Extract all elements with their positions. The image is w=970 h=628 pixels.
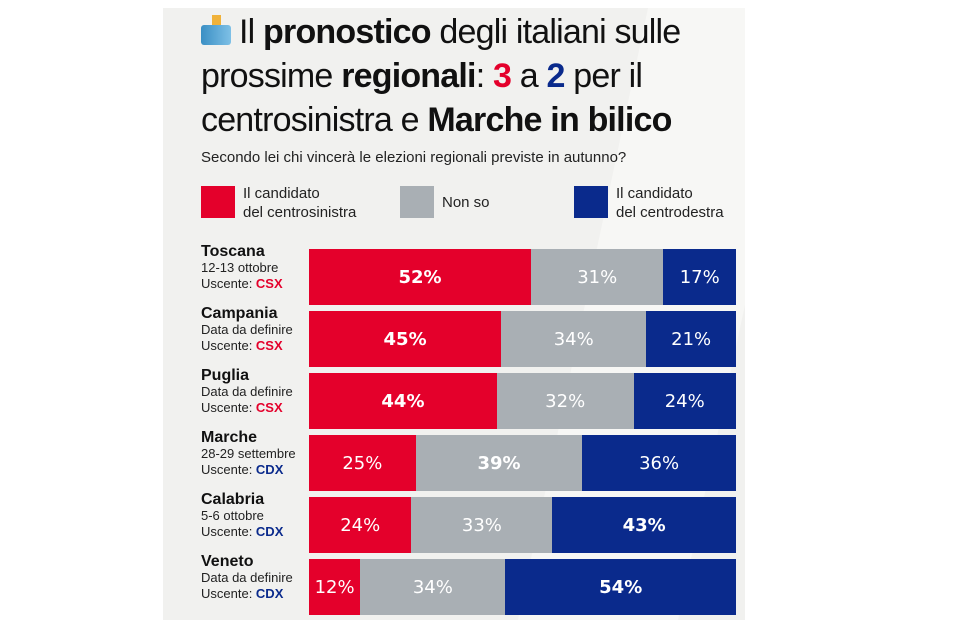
incumbent-line: Uscente: CDX	[201, 524, 283, 540]
incumbent-line: Uscente: CSX	[201, 338, 293, 354]
incumbent-label: Uscente:	[201, 338, 256, 353]
bar-nonso-veneto: 34%	[360, 559, 506, 615]
incumbent-value: CDX	[255, 524, 284, 539]
title-part: :	[475, 57, 493, 95]
region-name: Toscana	[201, 243, 265, 260]
bar-cdx-calabria: 43%	[552, 497, 736, 553]
data-label: 34%	[412, 576, 453, 598]
bar-csx-puglia: 44%	[309, 373, 497, 429]
data-label: 36%	[639, 452, 680, 474]
region-name: Calabria	[201, 491, 265, 508]
data-label: 25%	[342, 452, 383, 474]
survey-question: Secondo lei chi vincerà le elezioni regi…	[201, 149, 627, 166]
bar-cdx-campania: 21%	[646, 311, 736, 367]
bar-nonso-puglia: 32%	[496, 373, 634, 429]
data-label: 21%	[671, 328, 712, 350]
election-date: 28-29 settembre	[201, 446, 296, 461]
bar-csx-veneto: 12%	[309, 559, 361, 615]
data-label: 24%	[664, 390, 705, 412]
bar-csx-campania: 45%	[309, 311, 502, 367]
incumbent-line: Uscente: CSX	[201, 400, 293, 416]
election-date: Data da definire	[201, 322, 293, 337]
data-label: 24%	[340, 514, 381, 536]
incumbent-label: Uscente:	[201, 462, 256, 477]
election-date: Data da definire	[201, 384, 293, 399]
incumbent-line: Uscente: CSX	[201, 276, 283, 292]
data-label: 44%	[381, 390, 425, 412]
title-part: per il centrosinistra e	[201, 57, 643, 139]
data-label: 52%	[398, 266, 442, 288]
election-date: 5-6 ottobre	[201, 508, 264, 523]
data-label: 12%	[314, 576, 355, 598]
data-label: 32%	[545, 390, 586, 412]
data-label: 33%	[461, 514, 502, 536]
region-name: Veneto	[201, 553, 254, 570]
incumbent-label: Uscente:	[201, 586, 256, 601]
legend-swatch	[400, 186, 434, 218]
title-part: 3	[492, 57, 512, 95]
bar-nonso-marche: 39%	[415, 435, 583, 491]
data-label: 54%	[599, 576, 643, 598]
legend-line: Non so	[442, 194, 490, 211]
incumbent-line: Uscente: CDX	[201, 462, 296, 478]
bar-nonso-calabria: 33%	[411, 497, 553, 553]
incumbent-label: Uscente:	[201, 524, 256, 539]
bar-csx-toscana: 52%	[309, 249, 532, 305]
bar-cdx-puglia: 24%	[633, 373, 736, 429]
legend-line: Il candidato	[243, 185, 320, 202]
legend-label: Il candidato del centrosinistra	[243, 184, 356, 222]
region-name: Marche	[201, 429, 258, 446]
region-name: Campania	[201, 305, 278, 322]
region-label: Calabria 5-6 ottobre Uscente: CDX	[201, 491, 283, 540]
legend-label: Il candidato del centrodestra	[616, 184, 724, 222]
data-label: 43%	[622, 514, 666, 536]
region-label: Puglia Data da definire Uscente: CSX	[201, 367, 293, 416]
data-label: 39%	[477, 452, 521, 474]
incumbent-value: CSX	[255, 338, 283, 353]
incumbent-value: CDX	[255, 462, 284, 477]
title-part: 2	[546, 57, 566, 95]
bar-cdx-veneto: 54%	[505, 559, 736, 615]
ballot-box-icon	[201, 15, 231, 45]
title-part: Il	[239, 13, 264, 51]
incumbent-label: Uscente:	[201, 400, 256, 415]
incumbent-line: Uscente: CDX	[201, 586, 293, 602]
bar-cdx-marche: 36%	[582, 435, 736, 491]
bar-csx-marche: 25%	[309, 435, 416, 491]
incumbent-value: CDX	[255, 586, 284, 601]
bar-nonso-toscana: 31%	[531, 249, 664, 305]
bar-cdx-toscana: 17%	[663, 249, 736, 305]
region-label: Veneto Data da definire Uscente: CDX	[201, 553, 293, 602]
incumbent-value: CSX	[255, 400, 283, 415]
title-part: pronostico	[263, 13, 431, 51]
region-name: Puglia	[201, 367, 250, 384]
infographic-card: Il pronostico degli italiani sulle pross…	[163, 8, 745, 620]
legend-label: Non so	[442, 193, 490, 212]
data-label: 45%	[383, 328, 427, 350]
region-label: Toscana 12-13 ottobre Uscente: CSX	[201, 243, 283, 292]
page-title: Il pronostico degli italiani sulle pross…	[201, 10, 745, 142]
data-label: 17%	[679, 266, 720, 288]
election-date: 12-13 ottobre	[201, 260, 279, 275]
legend-line: Il candidato	[616, 185, 693, 202]
data-label: 34%	[553, 328, 594, 350]
data-label: 31%	[577, 266, 618, 288]
legend-line: del centrodestra	[616, 204, 724, 221]
legend-line: del centrosinistra	[243, 204, 357, 221]
title-part: Marche in bilico	[427, 101, 672, 139]
legend-swatch	[574, 186, 608, 218]
region-label: Campania Data da definire Uscente: CSX	[201, 305, 293, 354]
bar-nonso-campania: 34%	[501, 311, 647, 367]
title-part: degli italiani sulle prossime	[201, 13, 681, 95]
incumbent-value: CSX	[255, 276, 283, 291]
region-label: Marche 28-29 settembre Uscente: CDX	[201, 429, 296, 478]
bar-csx-calabria: 24%	[309, 497, 412, 553]
election-date: Data da definire	[201, 570, 293, 585]
title-part: regionali	[341, 57, 476, 95]
incumbent-label: Uscente:	[201, 276, 256, 291]
title-part: a	[511, 57, 547, 95]
legend-swatch	[201, 186, 235, 218]
